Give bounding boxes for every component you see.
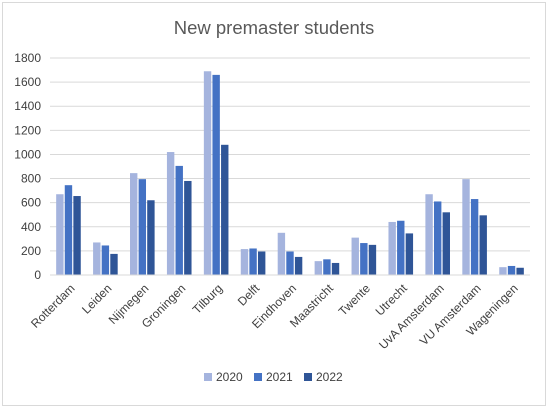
bar-2020-groningen (166, 152, 175, 275)
y-tick-label: 800 (21, 172, 41, 186)
y-tick-label: 400 (21, 220, 41, 234)
bar-2020-leiden (93, 242, 101, 275)
bar-2021-nijmegen (138, 179, 147, 275)
bar-2021-rotterdam (64, 185, 73, 275)
gridlines (50, 57, 530, 252)
bar-2020-vu-amsterdam (462, 179, 470, 275)
bar-2021-maastricht (323, 259, 331, 275)
bar-2022-wageningen (516, 267, 524, 275)
bar-2021-twente (360, 243, 368, 275)
bar-2022-eindhoven (294, 256, 303, 275)
legend: 2020 2021 2022 (204, 370, 343, 384)
bar-2022-nijmegen (147, 200, 155, 275)
chart-title: New premaster students (174, 17, 375, 38)
x-category-label: Twente (336, 281, 373, 318)
y-tick-label: 0 (34, 268, 41, 282)
y-tick-label: 200 (21, 244, 41, 258)
y-tick-label: 1200 (14, 123, 41, 137)
bar-2022-rotterdam (73, 196, 81, 275)
bar-2020-utrecht (388, 221, 396, 275)
x-category-label: Tilburg (190, 281, 226, 317)
bar-2022-utrecht (405, 233, 414, 275)
chart-area (2, 2, 546, 406)
legend-swatch (304, 373, 312, 381)
legend-swatch (254, 373, 262, 381)
y-tick-label: 1800 (14, 51, 41, 65)
legend-label: 2021 (266, 370, 293, 384)
y-tick-label: 600 (21, 196, 41, 210)
y-tick-label: 1400 (14, 99, 41, 113)
bar-2020-maastricht (314, 261, 323, 275)
bar-2020-nijmegen (130, 173, 138, 275)
bar-2022-twente (368, 244, 377, 275)
legend-label: 2020 (216, 370, 243, 384)
bar-2020-eindhoven (277, 232, 286, 275)
bar-2020-twente (351, 237, 359, 275)
x-category-label: Rotterdam (28, 281, 78, 331)
bars (56, 71, 524, 275)
bar-2020-wageningen (499, 267, 507, 275)
bar-2022-groningen (184, 180, 192, 275)
legend-swatch (204, 373, 212, 381)
y-tick-label: 1600 (14, 75, 41, 89)
bar-2022-tilburg (221, 144, 229, 275)
y-axis-tick-labels: 0 200 400 600 800 1000 1200 1400 1600 1800 (14, 51, 41, 282)
bar-2021-vu-amsterdam (470, 199, 479, 275)
bar-2021-eindhoven (286, 251, 294, 275)
bar-2021-tilburg (212, 74, 220, 275)
bar-2021-uva-amsterdam (433, 201, 442, 275)
bar-2020-delft (240, 249, 249, 275)
bar-2020-uva-amsterdam (425, 194, 433, 275)
bar-2021-leiden (101, 245, 110, 275)
bar-2022-leiden (110, 253, 118, 275)
bar-2021-groningen (175, 165, 183, 275)
bar-2021-utrecht (397, 220, 405, 275)
bar-2020-rotterdam (56, 194, 64, 275)
bar-2022-delft (257, 251, 266, 275)
y-tick-label: 1000 (14, 147, 41, 161)
bar-2020-tilburg (203, 71, 212, 275)
bar-2021-delft (249, 248, 257, 275)
x-category-label: UvA Amsterdam (376, 281, 447, 352)
bar-2021-wageningen (507, 265, 516, 275)
x-category-label: Leiden (79, 281, 114, 316)
bar-2022-uva-amsterdam (442, 212, 450, 275)
bar-2022-vu-amsterdam (479, 215, 487, 275)
bar-2022-maastricht (331, 262, 340, 275)
legend-label: 2022 (316, 370, 343, 384)
x-category-label: Delft (235, 281, 263, 309)
